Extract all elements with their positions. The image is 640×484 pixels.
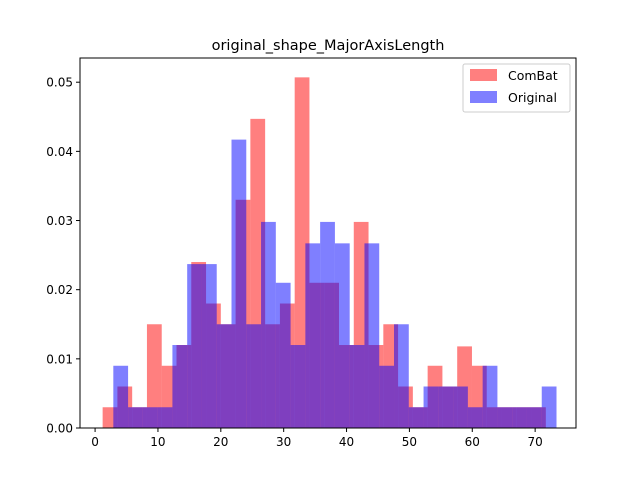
bar-original: [526, 407, 542, 428]
bar-original: [334, 243, 350, 428]
bar-combat: [146, 324, 162, 428]
bar-original: [305, 243, 321, 428]
bar-original: [497, 407, 513, 428]
bar-original: [157, 407, 173, 428]
y-tick-label: 0.01: [46, 352, 73, 366]
bar-original: [275, 282, 291, 428]
bar-original: [172, 345, 188, 428]
bar-original: [379, 365, 394, 428]
chart-title: original_shape_MajorAxisLength: [212, 38, 445, 54]
bar-original: [246, 324, 262, 428]
bar-original: [408, 407, 424, 428]
bar-original: [423, 386, 439, 428]
x-tick-label: 20: [213, 435, 228, 449]
x-tick-label: 70: [527, 435, 542, 449]
legend: ComBat Original: [462, 63, 571, 113]
x-axis-ticks: 0 10 20 30 40 50 60 70: [91, 428, 543, 449]
bar-original: [201, 264, 217, 428]
bar-original: [482, 365, 498, 428]
y-tick-label: 0.04: [46, 145, 73, 159]
bar-original: [142, 407, 158, 428]
bar-original: [187, 264, 202, 428]
legend-swatch-original: [470, 91, 497, 103]
y-axis-ticks: 0.00 0.01 0.02 0.03 0.04 0.05: [46, 76, 80, 436]
bar-original: [231, 139, 247, 429]
legend-label-combat: ComBat: [508, 68, 558, 83]
bars-layer: [102, 77, 557, 429]
x-tick-label: 0: [91, 435, 99, 449]
bar-original: [113, 365, 129, 428]
bar-original: [467, 407, 483, 428]
x-tick-label: 30: [276, 435, 291, 449]
bar-original: [394, 324, 409, 428]
bar-original: [364, 243, 380, 428]
bar-original: [349, 345, 365, 428]
bar-original: [320, 221, 335, 428]
x-tick-label: 10: [150, 435, 165, 449]
bar-original: [290, 345, 306, 428]
x-tick-label: 40: [339, 435, 354, 449]
bar-original: [453, 386, 468, 428]
bar-original: [128, 407, 143, 428]
bar-original: [512, 407, 527, 428]
bar-original: [541, 386, 557, 428]
series-original-bars: [113, 139, 557, 429]
bar-original: [438, 386, 454, 428]
x-tick-label: 50: [402, 435, 417, 449]
y-tick-label: 0.02: [46, 283, 73, 297]
axes-frame: [79, 57, 577, 429]
y-tick-label: 0.05: [46, 76, 73, 90]
y-tick-label: 0.00: [46, 422, 73, 436]
legend-swatch-combat: [470, 69, 497, 81]
y-tick-label: 0.03: [46, 214, 73, 228]
bar-original: [216, 324, 232, 428]
legend-label-original: Original: [508, 90, 557, 105]
x-tick-label: 60: [465, 435, 480, 449]
bar-original: [261, 221, 276, 428]
